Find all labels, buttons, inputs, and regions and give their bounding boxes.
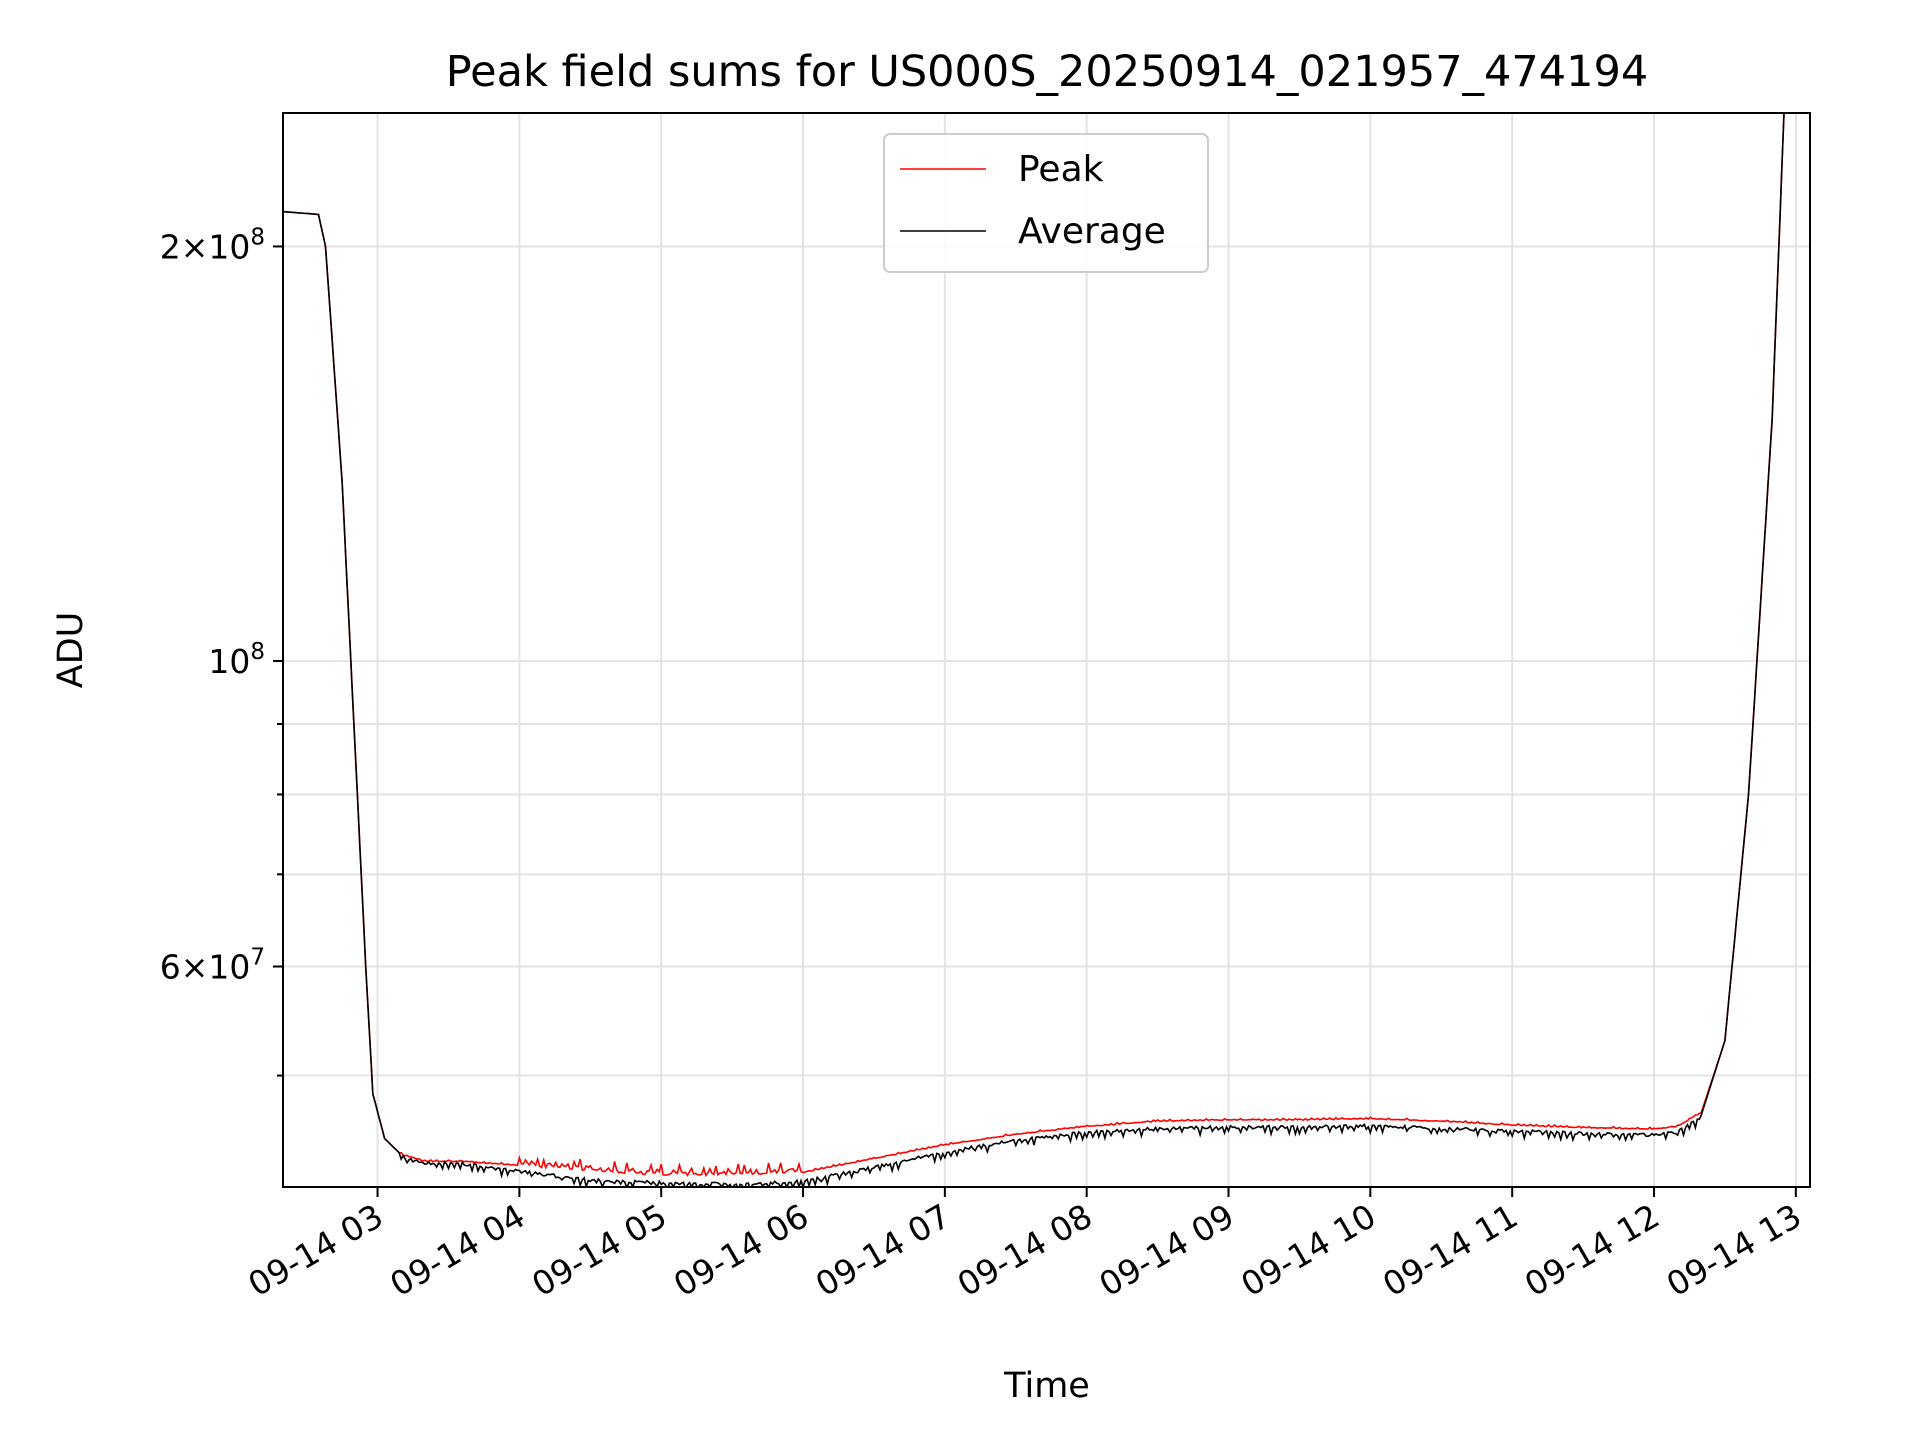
y-axis-title: ADU (51, 612, 91, 689)
grid (283, 113, 1810, 1187)
legend-label-peak: Peak (1018, 149, 1104, 190)
y-tick-label: 6×107 (160, 945, 265, 987)
chart-title: Peak field sums for US000S_20250914_0219… (446, 47, 1648, 97)
y-tick-label: 108 (208, 639, 265, 681)
y-axis: 2×108 108 6×107 (160, 224, 283, 1077)
plot-area-frame (282, 112, 1811, 1188)
series-line-peak (283, 113, 1785, 1178)
y-tick-label: 2×108 (160, 224, 265, 266)
x-axis-title: Time (1003, 1366, 1090, 1406)
legend-label-average: Average (1018, 211, 1166, 252)
series-layer (283, 113, 1785, 1187)
legend: Peak Average (883, 133, 1209, 273)
series-line-average (283, 113, 1785, 1187)
